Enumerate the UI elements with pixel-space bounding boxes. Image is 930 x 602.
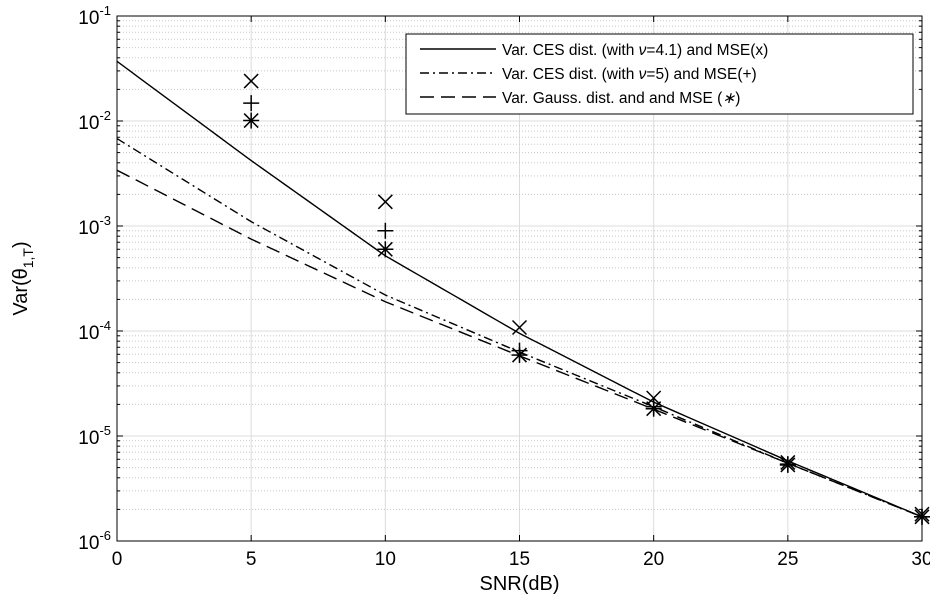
legend-entry-part: ν: [639, 66, 647, 83]
y-tick-label-exponent: -3: [99, 213, 111, 228]
legend-entry-part: =4.1) and MSE(x): [646, 42, 768, 59]
y-tick-label: 10-2: [78, 108, 111, 134]
x-tick-label: 0: [112, 549, 123, 570]
y-tick-labels: 10-610-510-410-310-210-1: [78, 3, 111, 554]
y-tick-label-exponent: -6: [99, 528, 111, 543]
y-tick-label: 10-3: [78, 213, 111, 239]
legend-entry-label: Var. CES dist. (with ν=5) and MSE(+): [502, 66, 757, 83]
y-tick-label-exponent: -2: [99, 108, 111, 123]
legend-entry-part: ): [735, 90, 740, 107]
x-tick-label: 15: [509, 549, 530, 570]
x-tick-label: 10: [375, 549, 396, 570]
mse-markers: [243, 73, 930, 525]
y-axis-label: Var(θ1,T): [10, 241, 36, 315]
mse-marker-x: [511, 319, 528, 336]
mse-marker-x: [646, 390, 662, 406]
mse-marker-star: [377, 241, 394, 258]
x-tick-label: 5: [246, 549, 257, 570]
mse-marker-star: [779, 456, 796, 473]
marker-stroke: [243, 113, 259, 129]
legend: Var. CES dist. (with ν=4.1) and MSE(x)Va…: [405, 33, 914, 115]
x-tick-labels: 0 5 10 15 20 25 30: [112, 549, 930, 570]
marker-stroke: [646, 390, 662, 406]
y-axis-label-subscript: 1,T: [20, 248, 36, 269]
legend-entry-part: Var. CES dist. (with: [502, 66, 639, 83]
x-tick-label: 30: [911, 549, 930, 570]
marker-stroke: [243, 73, 259, 89]
mse-marker-plus: [243, 95, 260, 112]
y-tick-label-base: 10: [78, 323, 99, 344]
y-tick-label-exponent: -1: [99, 3, 111, 18]
marker-stroke: [511, 347, 528, 363]
marker-stroke: [377, 194, 393, 210]
marker-stroke: [646, 401, 662, 417]
mse-marker-star: [645, 400, 662, 417]
y-tick-label: 10-6: [78, 528, 111, 554]
x-tick-label: 20: [643, 549, 664, 570]
y-tick-label-base: 10: [78, 8, 99, 29]
legend-entry-label: Var. CES dist. (with ν=4.1) and MSE(x): [502, 42, 768, 59]
legend-entry-part: ν: [639, 42, 647, 59]
mse-marker-plus: [377, 222, 394, 239]
legend-box: [405, 33, 914, 115]
y-axis-label-main: Var(θ: [10, 268, 32, 315]
x-tick-label: 25: [777, 549, 798, 570]
y-tick-label-base: 10: [78, 218, 99, 239]
mse-marker-x: [243, 73, 259, 89]
y-tick-label: 10-1: [78, 3, 111, 29]
y-tick-label-exponent: -4: [99, 318, 111, 333]
marker-stroke: [377, 241, 393, 257]
y-axis-label-close: ): [10, 241, 32, 248]
x-axis-label: SNR(dB): [479, 573, 559, 595]
y-tick-label: 10-4: [78, 318, 111, 344]
y-tick-label: 10-5: [78, 423, 111, 449]
mse-marker-star: [511, 347, 528, 364]
y-tick-label-base: 10: [78, 113, 99, 134]
marker-stroke: [511, 319, 528, 336]
marker-stroke: [780, 457, 796, 473]
y-tick-label-base: 10: [78, 533, 99, 554]
legend-entry-part: ∗: [722, 90, 735, 107]
y-tick-label-exponent: -5: [99, 423, 111, 438]
mse-marker-star: [243, 112, 260, 129]
legend-entry-part: =5) and MSE(+): [646, 66, 756, 83]
legend-entry-part: Var. CES dist. (with: [502, 42, 639, 59]
axis-ticks: [116, 15, 923, 542]
y-tick-label-base: 10: [78, 428, 99, 449]
legend-entry-label: Var. Gauss. dist. and and MSE (∗): [502, 90, 740, 107]
mse-marker-x: [377, 194, 393, 210]
legend-entry-part: Var. Gauss. dist. and and MSE (: [502, 90, 723, 107]
